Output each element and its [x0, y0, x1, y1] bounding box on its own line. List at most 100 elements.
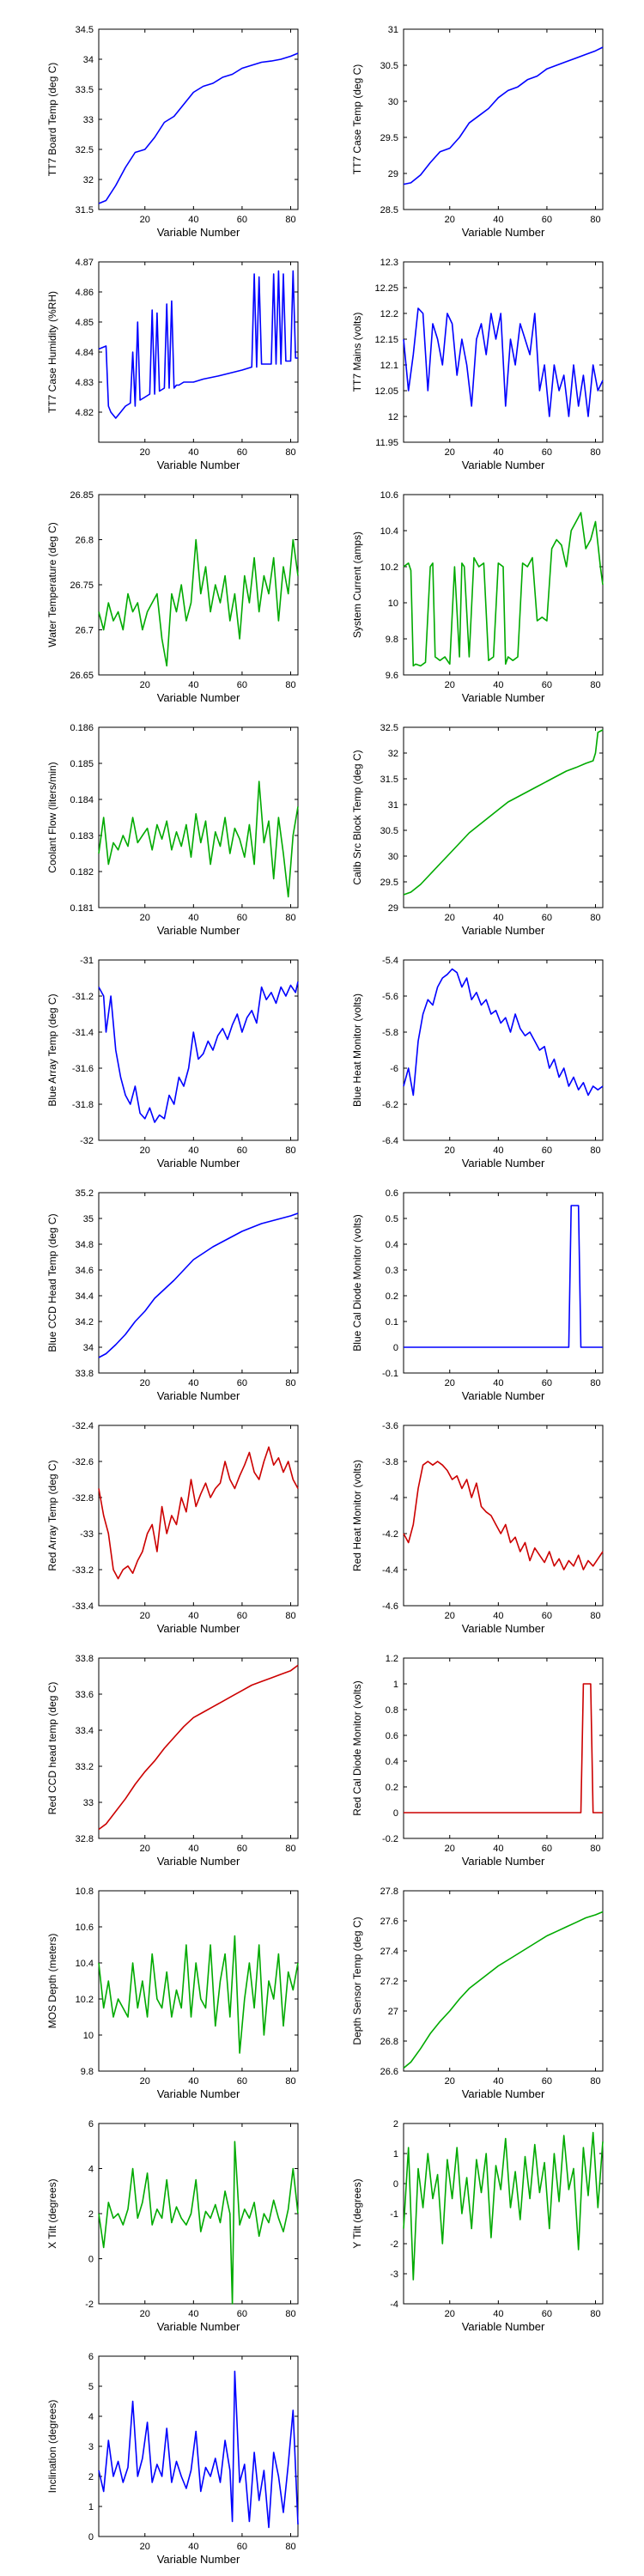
- series-line: [98, 2370, 299, 2529]
- x-axis-label: Variable Number: [462, 226, 545, 239]
- y-tick-label: 32: [83, 175, 94, 185]
- chart-panel-7: 20 40 60 80 0.181 0.182 0.183 0.184 0.185 0.186 Va…: [46, 723, 299, 937]
- y-axis-label: Blue Cal Diode Monitor (volts): [351, 1214, 363, 1351]
- x-tick-label: 20: [445, 2309, 455, 2319]
- plot-area: [403, 1192, 604, 1374]
- plot-area: [98, 2123, 299, 2305]
- y-axis-label: Depth Sensor Temp (deg C): [351, 1917, 363, 2044]
- x-tick-label: 60: [237, 447, 247, 458]
- y-tick-label: 26.85: [70, 490, 94, 501]
- y-tick-label: 4.87: [76, 258, 94, 268]
- y-tick-label: 1: [393, 1680, 398, 1690]
- x-tick-label: 80: [285, 1611, 295, 1621]
- y-tick-label: -33.4: [72, 1601, 94, 1612]
- y-tick-label: 0.2: [386, 1291, 398, 1302]
- x-tick-label: 40: [493, 1611, 503, 1621]
- chart-panel-4: 20 40 60 80 11.95 12 12.05 12.1 12.15 12.2 12.25 12…: [351, 258, 604, 471]
- y-tick-label: 34: [83, 1343, 94, 1353]
- y-axis-label: TT7 Board Temp (deg C): [46, 63, 58, 177]
- y-axis-label: Calib Src Block Temp (deg C): [351, 750, 363, 884]
- x-tick-label: 80: [285, 2309, 295, 2319]
- x-axis-label: Variable Number: [462, 2320, 545, 2333]
- y-tick-label: 2: [393, 2119, 398, 2129]
- series-line: [403, 307, 604, 417]
- y-tick-label: -31.4: [72, 1028, 94, 1038]
- plot-area: [98, 2355, 299, 2537]
- y-tick-label: 10.2: [76, 1995, 94, 2005]
- x-tick-label: 40: [188, 1145, 198, 1156]
- y-tick-label: 27.6: [380, 1917, 398, 1927]
- x-tick-label: 60: [542, 1611, 552, 1621]
- x-axis-label: Variable Number: [157, 1157, 240, 1170]
- chart-panel-6: 20 40 60 80 9.6 9.8 10 10.2 10.4 10.6 Variable Num…: [351, 490, 604, 704]
- y-axis-label: Blue Array Temp (deg C): [46, 993, 58, 1106]
- x-tick-label: 20: [140, 1844, 150, 1854]
- y-tick-label: 33.6: [76, 1690, 94, 1700]
- y-tick-label: 12.15: [374, 335, 398, 345]
- x-tick-label: 80: [590, 2309, 600, 2319]
- y-axis-label: Blue Heat Monitor (volts): [351, 993, 363, 1107]
- y-tick-label: 33.5: [76, 85, 94, 95]
- x-tick-label: 60: [542, 913, 552, 923]
- x-tick-label: 40: [188, 215, 198, 225]
- plot-area: [98, 261, 299, 443]
- x-tick-label: 40: [493, 215, 503, 225]
- series-line: [98, 781, 299, 898]
- chart-panel-19: 20 40 60 80 -2 0 2 4 6 Variable Number X Tilt (deg…: [46, 2119, 299, 2333]
- y-tick-label: 34.2: [76, 1317, 94, 1327]
- y-tick-label: 11.95: [375, 438, 398, 448]
- y-tick-label: 30.5: [380, 61, 398, 71]
- y-tick-label: -2: [390, 2239, 398, 2250]
- x-axis-label: Variable Number: [462, 691, 545, 704]
- y-tick-label: 2: [88, 2209, 94, 2220]
- y-tick-label: 32: [388, 749, 398, 759]
- x-tick-label: 40: [188, 2076, 198, 2087]
- series-line: [404, 1683, 603, 1814]
- plot-area: [403, 1425, 604, 1607]
- y-tick-label: -6.4: [382, 1136, 398, 1146]
- x-tick-label: 80: [285, 1378, 295, 1388]
- x-tick-label: 80: [285, 215, 295, 225]
- x-tick-label: 20: [445, 913, 455, 923]
- x-tick-label: 20: [445, 2076, 455, 2087]
- y-tick-label: -2: [85, 2300, 94, 2310]
- plot-area: [403, 2123, 604, 2305]
- y-tick-label: 35.2: [76, 1188, 94, 1199]
- y-tick-label: 12.05: [374, 386, 398, 397]
- y-tick-label: 12.1: [380, 361, 398, 371]
- x-tick-label: 60: [237, 2542, 247, 2552]
- series-line: [98, 270, 298, 419]
- y-tick-label: 4.86: [76, 288, 94, 298]
- y-tick-label: 26.65: [70, 671, 94, 681]
- y-tick-label: 0.185: [70, 759, 94, 769]
- x-tick-label: 20: [140, 1378, 150, 1388]
- y-tick-label: 0: [88, 2255, 94, 2265]
- y-axis-label: TT7 Case Temp (deg C): [351, 64, 363, 175]
- y-tick-label: 4.82: [76, 408, 94, 418]
- x-tick-label: 40: [188, 1844, 198, 1854]
- x-tick-label: 60: [542, 680, 552, 690]
- x-axis-label: Variable Number: [462, 1389, 545, 1402]
- y-tick-label: -5.6: [382, 992, 398, 1002]
- y-tick-label: -3.6: [382, 1421, 398, 1431]
- y-tick-label: 0.3: [386, 1266, 398, 1276]
- x-tick-label: 60: [237, 2076, 247, 2087]
- chart-panel-17: 20 40 60 80 9.8 10 10.2 10.4 10.6 10.8 Variable Nu…: [46, 1886, 299, 2100]
- y-tick-label: 12.25: [374, 283, 398, 294]
- y-tick-label: 35: [83, 1214, 94, 1224]
- y-tick-label: 33.8: [76, 1369, 94, 1379]
- plot-area: [98, 1425, 299, 1607]
- x-tick-label: 80: [590, 1378, 600, 1388]
- chart-panel-18: 20 40 60 80 26.6 26.8 27 27.2 27.4 27.6 27.8 Variab…: [351, 1886, 604, 2100]
- y-tick-label: 27.2: [380, 1977, 398, 1987]
- y-tick-label: 28.5: [380, 205, 398, 216]
- y-tick-label: 4: [88, 2165, 94, 2175]
- y-tick-label: 0.184: [70, 795, 94, 805]
- x-tick-label: 60: [237, 1611, 247, 1621]
- y-tick-label: 34.6: [76, 1266, 94, 1276]
- y-tick-label: 33: [83, 115, 94, 125]
- x-tick-label: 40: [188, 2309, 198, 2319]
- plot-area: [98, 1192, 299, 1374]
- y-tick-label: 27.8: [380, 1886, 398, 1897]
- x-axis-label: Variable Number: [462, 1157, 545, 1170]
